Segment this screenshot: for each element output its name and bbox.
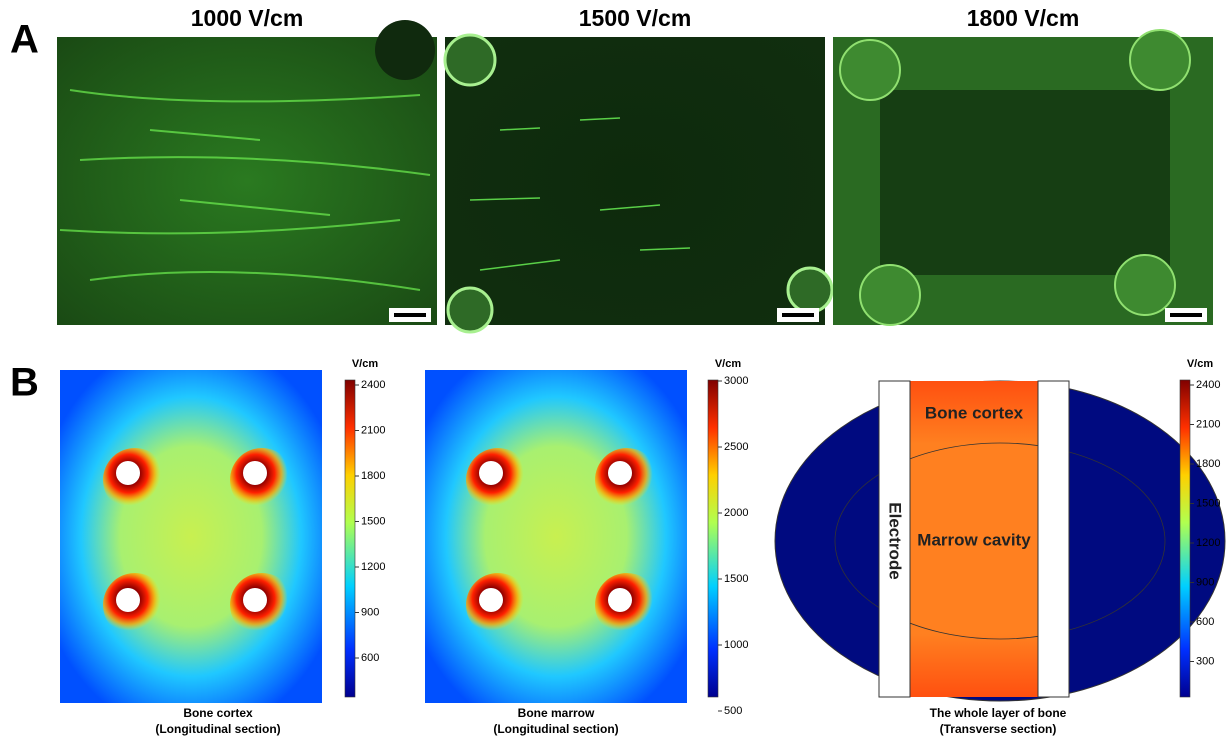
colorbar-tick-label: 2400 [1196,379,1220,391]
colorbar-tick-label: 500 [724,705,742,717]
colorbar-tick-label: 2000 [724,507,748,519]
region-label: Bone cortex [925,403,1024,422]
image-title: 1000 V/cm [191,5,304,31]
colorbar-tick-label: 1800 [361,470,385,482]
image-title: 1500 V/cm [579,5,692,31]
colorbar-tick-label: 1200 [1196,537,1220,549]
map-caption: Bone marrow [518,706,595,720]
colorbar-tick-label: 2100 [361,424,385,436]
colorbar [344,379,356,698]
micrograph [57,20,437,325]
colorbar-unit: V/cm [1187,358,1214,370]
region-label: Electrode [886,502,905,579]
colorbar-tick-label: 600 [361,652,379,664]
field-map [425,370,687,703]
field-map [60,370,322,703]
image-title: 1800 V/cm [967,5,1080,31]
map-caption: (Longitudinal section) [493,722,618,736]
colorbar-tick-label: 1500 [1196,497,1220,509]
panel-label: B [10,361,39,405]
colorbar-unit: V/cm [715,358,742,370]
colorbar-tick-label: 1500 [361,515,385,527]
region-label: Marrow cavity [917,530,1031,549]
micrograph [443,33,834,334]
colorbar-tick-label: 1200 [361,561,385,573]
colorbar-tick-label: 900 [1196,576,1214,588]
map-caption: Bone cortex [183,706,253,720]
map-caption: The whole layer of bone [930,706,1067,720]
colorbar-tick-label: 1500 [724,573,748,585]
colorbar-tick-label: 1000 [724,639,748,651]
colorbar-tick-label: 3000 [724,375,748,387]
field-map: Bone cortex Marrow cavity Electrode [774,380,1226,702]
colorbar [1179,379,1191,698]
colorbar-tick-label: 2400 [361,379,385,391]
colorbar-tick-label: 2500 [724,441,748,453]
map-caption: (Longitudinal section) [155,722,280,736]
colorbar-tick-label: 2100 [1196,418,1220,430]
panel-label: A [10,18,39,62]
colorbar-tick-label: 900 [361,606,379,618]
colorbar-tick-label: 300 [1196,655,1214,667]
colorbar-unit: V/cm [352,358,379,370]
colorbar-tick-label: 1800 [1196,458,1220,470]
map-caption: (Transverse section) [940,722,1057,736]
colorbar-tick-label: 600 [1196,616,1214,628]
colorbar [707,379,719,698]
micrograph [833,29,1213,326]
